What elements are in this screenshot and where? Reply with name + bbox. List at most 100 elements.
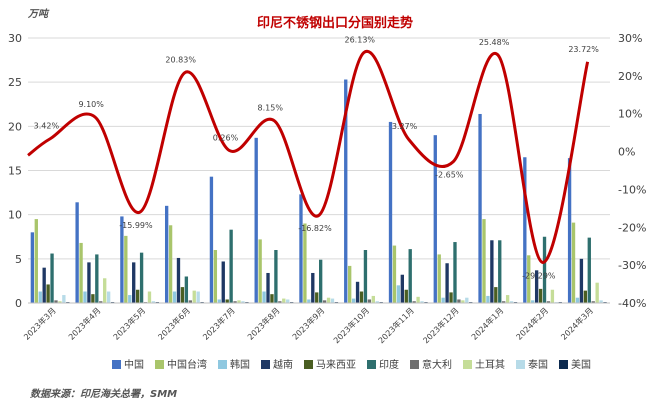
bar bbox=[420, 301, 424, 303]
bar bbox=[103, 278, 107, 303]
bar bbox=[184, 276, 189, 303]
bar bbox=[538, 288, 543, 303]
bar bbox=[595, 282, 599, 303]
bar bbox=[567, 158, 572, 303]
bar bbox=[132, 262, 136, 303]
legend-label: 泰国 bbox=[528, 358, 548, 371]
bar bbox=[371, 295, 375, 303]
x-tick-label: 2023年4月 bbox=[66, 305, 102, 341]
data-label: -29.29% bbox=[522, 271, 556, 280]
bar bbox=[303, 223, 307, 303]
bar bbox=[75, 202, 79, 303]
bar bbox=[546, 301, 551, 303]
bar bbox=[575, 297, 580, 303]
data-label: 9.10% bbox=[78, 100, 104, 109]
legend-swatch bbox=[516, 360, 525, 369]
y-tick-label: 30 bbox=[8, 32, 22, 45]
bar bbox=[534, 270, 539, 303]
bar bbox=[400, 274, 404, 303]
bar bbox=[550, 289, 555, 303]
bar bbox=[79, 242, 83, 303]
yoy-line-path bbox=[27, 49, 590, 264]
data-label: 23.72% bbox=[568, 45, 599, 54]
bar bbox=[505, 295, 510, 303]
legend-item: 中国 bbox=[112, 358, 144, 371]
bar bbox=[311, 272, 315, 303]
x-tick-label: 2024年1月 bbox=[469, 305, 505, 341]
bar bbox=[326, 297, 331, 303]
bar bbox=[392, 245, 397, 303]
bar bbox=[359, 291, 364, 303]
legend-label: 中国台湾 bbox=[167, 358, 207, 371]
bar bbox=[192, 290, 196, 303]
bar bbox=[99, 301, 103, 303]
legend-label: 马来西亚 bbox=[316, 359, 356, 371]
bar bbox=[168, 225, 173, 303]
x-tick-label: 2023年10月 bbox=[331, 305, 371, 345]
bar bbox=[433, 135, 437, 303]
data-label: -15.99% bbox=[119, 221, 153, 230]
data-label: -16.82% bbox=[298, 224, 332, 233]
bar bbox=[46, 284, 50, 303]
bar bbox=[139, 252, 144, 303]
bar bbox=[441, 297, 445, 303]
bar bbox=[571, 222, 576, 303]
bar bbox=[498, 240, 502, 303]
x-tick-label: 2024年3月 bbox=[559, 305, 595, 341]
y-tick-label: 25 bbox=[8, 76, 22, 89]
bar bbox=[416, 296, 420, 303]
legend-item: 土耳其 bbox=[463, 358, 505, 371]
bar bbox=[465, 297, 469, 303]
bar bbox=[209, 176, 214, 303]
bar bbox=[490, 240, 494, 303]
bar bbox=[494, 287, 498, 303]
bar bbox=[502, 301, 506, 303]
bar bbox=[237, 300, 241, 303]
bar bbox=[299, 194, 303, 303]
bar bbox=[50, 253, 54, 303]
legend-swatch bbox=[155, 360, 164, 369]
bar bbox=[319, 259, 323, 303]
bar bbox=[542, 236, 547, 303]
y-tick-label: 20 bbox=[8, 120, 22, 133]
bar bbox=[128, 295, 132, 303]
bar bbox=[106, 291, 111, 303]
data-label: 3.27% bbox=[392, 122, 418, 131]
bar bbox=[388, 121, 393, 303]
bar bbox=[307, 299, 311, 303]
bar bbox=[151, 301, 156, 303]
legend-label: 越南 bbox=[273, 358, 293, 371]
y-tick-label: 5 bbox=[15, 253, 22, 266]
y2-tick-label: 10% bbox=[618, 108, 642, 121]
unit-label: 万吨 bbox=[27, 8, 50, 20]
y2-tick-label: -30% bbox=[618, 259, 646, 272]
bar bbox=[225, 299, 229, 303]
legend-item: 泰国 bbox=[516, 358, 548, 371]
chart-title: 印尼不锈钢出口分国别走势 bbox=[257, 15, 413, 31]
bar bbox=[262, 291, 266, 303]
bar bbox=[531, 300, 535, 303]
bar bbox=[286, 299, 290, 303]
y-tick-label: 0 bbox=[15, 297, 22, 310]
bar bbox=[355, 281, 360, 303]
data-label: 20.83% bbox=[165, 56, 196, 65]
legend-swatch bbox=[463, 360, 472, 369]
bar bbox=[30, 232, 35, 303]
y-tick-label: 10 bbox=[8, 209, 22, 222]
bar bbox=[486, 295, 490, 303]
bar bbox=[188, 300, 192, 303]
bar bbox=[457, 299, 461, 303]
bar bbox=[254, 137, 258, 303]
bar bbox=[176, 257, 181, 303]
bar bbox=[351, 298, 356, 303]
legend-swatch bbox=[112, 360, 121, 369]
bar bbox=[95, 254, 99, 303]
bar bbox=[124, 235, 128, 303]
x-tick-label: 2024年2月 bbox=[514, 305, 550, 341]
y2-tick-label: -40% bbox=[618, 297, 646, 310]
bar bbox=[509, 301, 514, 303]
bar bbox=[396, 285, 401, 303]
x-tick-label: 2023年9月 bbox=[290, 305, 326, 341]
bar bbox=[233, 301, 237, 303]
